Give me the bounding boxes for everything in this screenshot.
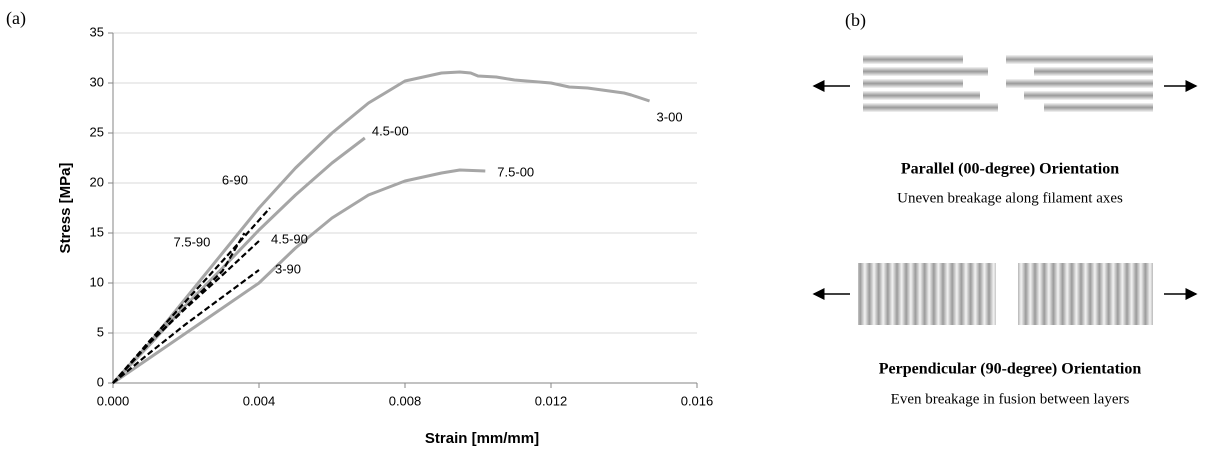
x-tick-label: 0.016 (681, 393, 714, 408)
data-line (113, 72, 650, 383)
x-tick-label: 0.000 (97, 393, 130, 408)
series-label: 4.5-90 (271, 231, 308, 246)
y-tick-label: 30 (90, 74, 104, 89)
diagram-caption: Even breakage in fusion between layers (891, 391, 1130, 407)
series-label: 4.5-00 (372, 123, 409, 138)
y-tick-label: 15 (90, 224, 104, 239)
diagram-title: Perpendicular (90-degree) Orientation (879, 361, 1142, 378)
y-tick-label: 0 (97, 374, 104, 389)
series-label: 3-00 (657, 109, 683, 124)
perpendicular-diagram: Perpendicular (90-degree) Orientation Ev… (814, 263, 1196, 407)
parallel-diagram: Parallel (00-degree) Orientation Uneven … (814, 55, 1196, 206)
panel-label: (b) (845, 10, 866, 31)
filament (1024, 91, 1153, 100)
x-tick-label: 0.012 (535, 393, 568, 408)
y-axis-label: Stress [MPa] (57, 163, 74, 254)
y-tick-label: 35 (90, 24, 104, 39)
filament (1034, 67, 1153, 76)
series-label: 7.5-90 (174, 234, 211, 249)
filament-block (858, 263, 996, 325)
filament (1044, 103, 1153, 112)
filament (863, 67, 988, 76)
data-line (113, 170, 485, 383)
x-axis-label: Strain [mm/mm] (425, 430, 539, 447)
series-label: 3-90 (275, 261, 301, 276)
filament (863, 91, 980, 100)
x-tick-label: 0.008 (389, 393, 422, 408)
series-label: 7.5-00 (497, 164, 534, 179)
page: (a) (b) Strain [mm/mm] Stress [MPa] Para… (0, 0, 1206, 453)
filament (1006, 55, 1153, 64)
y-tick-label: 10 (90, 274, 104, 289)
y-tick-label: 5 (97, 324, 104, 339)
filament (1006, 79, 1153, 88)
figure: (a) (b) Strain [mm/mm] Stress [MPa] Para… (0, 0, 1206, 453)
series-label: 6-90 (222, 172, 248, 187)
filament-block (1018, 263, 1153, 325)
y-tick-label: 20 (90, 174, 104, 189)
y-tick-label: 25 (90, 124, 104, 139)
diagram-caption: Uneven breakage along filament axes (897, 190, 1123, 206)
filament (863, 103, 998, 112)
diagram-title: Parallel (00-degree) Orientation (901, 161, 1119, 178)
panel-label: (a) (6, 8, 26, 29)
filament (863, 55, 963, 64)
filament (863, 79, 963, 88)
data-line (113, 270, 259, 383)
x-tick-label: 0.004 (243, 393, 276, 408)
